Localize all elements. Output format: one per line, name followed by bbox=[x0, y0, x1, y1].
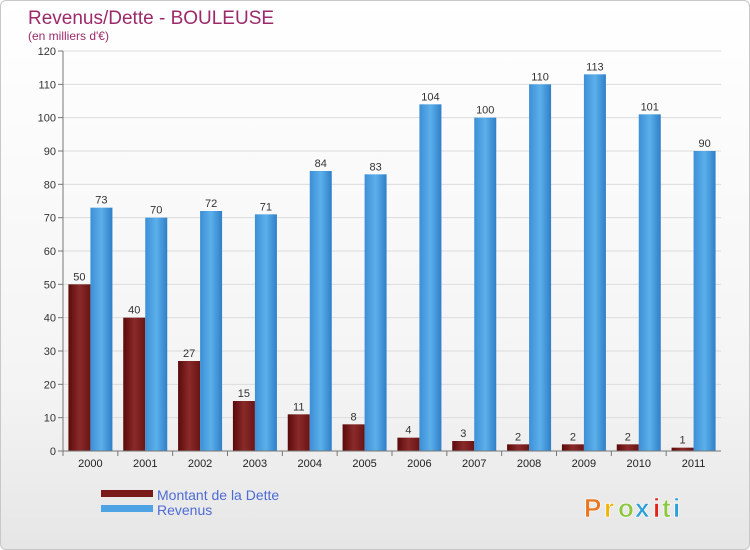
debt-bar bbox=[178, 361, 201, 451]
debt-bar bbox=[342, 424, 365, 451]
debt-value-label: 50 bbox=[73, 271, 85, 283]
revenue-bar bbox=[693, 151, 716, 451]
x-tick-label: 2009 bbox=[572, 458, 596, 470]
gridlines bbox=[63, 50, 721, 452]
y-tick-label: 120 bbox=[38, 46, 56, 58]
revenue-value-label: 90 bbox=[698, 138, 710, 150]
x-tick-label: 2004 bbox=[298, 458, 322, 470]
revenue-bar bbox=[583, 74, 606, 451]
y-tick-label: 60 bbox=[44, 246, 56, 258]
revenue-bar bbox=[364, 174, 387, 452]
legend-swatch-debt bbox=[101, 490, 153, 497]
revenue-bar bbox=[638, 114, 661, 451]
debt-value-label: 40 bbox=[128, 305, 140, 317]
revenue-bar bbox=[90, 207, 113, 451]
debt-value-label: 2 bbox=[570, 431, 576, 443]
y-tick-label: 10 bbox=[44, 413, 56, 425]
debt-value-label: 15 bbox=[238, 388, 250, 400]
y-tick-label: 110 bbox=[38, 79, 56, 91]
revenue-value-label: 73 bbox=[95, 195, 107, 207]
revenue-value-label: 101 bbox=[641, 101, 659, 113]
logo-letter: i bbox=[653, 493, 660, 523]
y-tick-label: 90 bbox=[44, 146, 56, 158]
revenue-value-label: 84 bbox=[315, 158, 327, 170]
chart-title: Revenus/Dette - BOULEUSE bbox=[28, 8, 274, 29]
debt-value-label: 2 bbox=[625, 431, 631, 443]
debt-value-label: 8 bbox=[351, 411, 357, 423]
legend: Montant de la Dette Revenus bbox=[101, 487, 279, 518]
revenue-value-label: 71 bbox=[260, 201, 272, 213]
chart-subtitle: (en milliers d'€) bbox=[28, 29, 109, 43]
logo-letter: r bbox=[604, 493, 614, 523]
y-tick-label: 0 bbox=[50, 446, 56, 458]
x-axis: 2000 2001 2002 2003 2004 2005 2006 2007 2008 2009… bbox=[62, 450, 721, 470]
logo-letter: o bbox=[618, 493, 634, 523]
x-tick-label: 2005 bbox=[352, 458, 376, 470]
revenue-value-label: 113 bbox=[586, 61, 604, 73]
debt-bar bbox=[671, 447, 694, 451]
revenue-value-label: 100 bbox=[476, 105, 494, 117]
logo-letter: i bbox=[673, 493, 680, 523]
x-tick-label: 2011 bbox=[682, 458, 706, 470]
revenue-bar bbox=[145, 217, 168, 451]
revenue-bar bbox=[474, 117, 497, 452]
debt-value-label: 4 bbox=[405, 425, 411, 437]
logo-letter: x bbox=[635, 493, 650, 523]
x-tick-label: 2008 bbox=[517, 458, 541, 470]
legend-swatch-revenue bbox=[101, 505, 153, 512]
x-tick-label: 2002 bbox=[188, 458, 212, 470]
debt-bar bbox=[287, 414, 310, 451]
debt-bar bbox=[68, 284, 91, 451]
legend-label-revenue: Revenus bbox=[157, 502, 212, 518]
debt-bar bbox=[397, 437, 420, 451]
legend-label-debt: Montant de la Dette bbox=[157, 487, 279, 503]
revenue-bar bbox=[309, 171, 332, 451]
revenue-bar bbox=[529, 84, 552, 451]
debt-bar bbox=[507, 444, 530, 451]
debt-value-label: 27 bbox=[183, 348, 195, 360]
y-tick-label: 70 bbox=[44, 213, 56, 225]
y-tick-label: 40 bbox=[44, 313, 56, 325]
x-tick-label: 2000 bbox=[78, 458, 102, 470]
revenue-value-label: 104 bbox=[421, 91, 439, 103]
debt-value-label: 11 bbox=[293, 401, 304, 413]
x-tick-label: 2001 bbox=[133, 458, 157, 470]
x-tick-label: 2003 bbox=[243, 458, 267, 470]
debt-bar bbox=[123, 317, 146, 451]
debt-bar bbox=[616, 444, 639, 451]
debt-bar bbox=[561, 444, 584, 451]
revenue-bar bbox=[200, 211, 223, 451]
revenue-bar bbox=[419, 104, 442, 451]
bars: 50 73 40 70 27 72 15 71 11 84 8 83 4 104 3 100 2 110 2 113 2… bbox=[68, 61, 716, 452]
y-tick-label: 20 bbox=[44, 379, 56, 391]
debt-bar bbox=[452, 441, 475, 451]
x-tick-label: 2007 bbox=[462, 458, 486, 470]
y-tick-label: 100 bbox=[38, 113, 56, 125]
y-axis: 0 10 20 30 40 50 60 70 80 90 100 110 120 bbox=[38, 46, 64, 458]
x-tick-label: 2006 bbox=[407, 458, 431, 470]
y-tick-label: 30 bbox=[44, 346, 56, 358]
debt-bar bbox=[232, 401, 255, 451]
debt-value-label: 2 bbox=[515, 431, 521, 443]
x-tick-label: 2010 bbox=[627, 458, 651, 470]
revenue-value-label: 70 bbox=[150, 205, 162, 217]
revenue-bar bbox=[254, 214, 277, 451]
y-tick-label: 80 bbox=[44, 179, 56, 191]
debt-value-label: 3 bbox=[460, 428, 466, 440]
revenue-value-label: 83 bbox=[369, 161, 381, 173]
y-tick-label: 50 bbox=[44, 279, 56, 291]
revenue-value-label: 110 bbox=[531, 71, 549, 83]
logo-letter: t bbox=[662, 493, 671, 523]
logo-letter: P bbox=[584, 493, 601, 523]
revenue-value-label: 72 bbox=[205, 198, 217, 210]
debt-value-label: 1 bbox=[680, 435, 686, 447]
